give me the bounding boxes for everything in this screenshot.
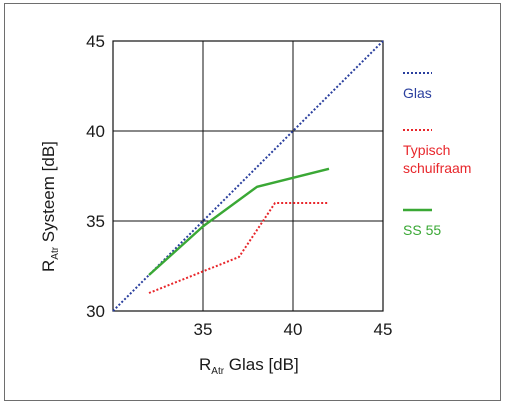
plot-border	[112, 40, 384, 312]
x-tick-label: 35	[194, 320, 213, 339]
series-layer	[112, 40, 384, 312]
y-tick-label: 45	[86, 32, 105, 51]
legend-label: SS 55	[403, 222, 441, 238]
y-axis-label: RAtr Systeem [dB]	[39, 141, 61, 272]
legend-label: Glas	[403, 85, 432, 101]
legend-label: schuifraam	[403, 160, 471, 176]
legend: Glas Typisch schuifraam SS 55	[403, 72, 471, 238]
tick-labels: 35 40 45 30 35 40 45	[86, 32, 392, 339]
legend-label: Typisch	[403, 142, 450, 158]
x-axis-label: RAtr Glas [dB]	[199, 355, 299, 377]
y-tick-label: 40	[86, 122, 105, 141]
y-tick-label: 35	[86, 212, 105, 231]
series-line-typisch-schuifraam	[148, 202, 329, 294]
chart-frame	[4, 3, 501, 401]
y-tick-label: 30	[86, 302, 105, 321]
x-tick-label: 40	[284, 320, 303, 339]
series-line-ss-55	[148, 167, 330, 276]
grid	[112, 40, 384, 312]
x-tick-label: 45	[374, 320, 393, 339]
